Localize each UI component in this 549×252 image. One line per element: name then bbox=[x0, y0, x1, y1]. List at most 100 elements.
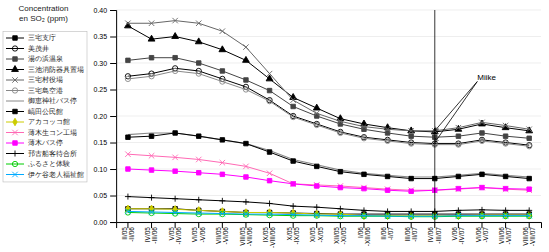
tick-label: 0.30 bbox=[94, 60, 108, 67]
tick-label-line: X/05 bbox=[286, 227, 293, 241]
point bbox=[149, 168, 153, 172]
legend-marker bbox=[12, 172, 17, 177]
point bbox=[409, 214, 414, 219]
grid-line bbox=[116, 36, 541, 37]
tick-label-line: XI/05 bbox=[309, 227, 316, 243]
point bbox=[149, 74, 154, 79]
legend-label: 三宅支庁 bbox=[28, 34, 56, 41]
legend-marker bbox=[13, 109, 17, 113]
point bbox=[313, 104, 320, 110]
legend-item: 湯の浜温泉 bbox=[6, 55, 63, 63]
chart-container: II/05-II/06IV/05-III/06V/05-IV/06VI/05-V… bbox=[0, 0, 549, 252]
tick: VII/06-VI/07 bbox=[498, 222, 512, 244]
tick-label: 0.15 bbox=[94, 139, 108, 146]
tick-label-line: V/05 bbox=[168, 227, 175, 241]
point bbox=[220, 172, 224, 176]
point bbox=[361, 136, 366, 141]
point bbox=[480, 172, 484, 176]
legend-item: 伊ケ谷老人福祉館 bbox=[6, 171, 84, 179]
legend-item: 三宅村役場 bbox=[6, 76, 63, 84]
point bbox=[526, 213, 531, 218]
point bbox=[197, 61, 201, 65]
tick-label: VII/05-VI/06 bbox=[215, 227, 229, 245]
tick-label-line: VI/05 bbox=[191, 227, 198, 243]
point bbox=[315, 164, 319, 168]
legend-line bbox=[6, 101, 24, 102]
tick-label-line: -IV/07 bbox=[458, 227, 465, 245]
tick-mark bbox=[110, 37, 116, 38]
point bbox=[149, 153, 154, 158]
tick-mark bbox=[110, 116, 116, 117]
point bbox=[196, 197, 202, 203]
tick-label-line: -XI/05 bbox=[340, 227, 347, 245]
tick: VI/05-V/06 bbox=[191, 222, 205, 243]
tick-label-line: -II/07 bbox=[411, 227, 418, 242]
tick-label-line: -III/06 bbox=[151, 227, 158, 244]
point bbox=[456, 142, 461, 147]
series-line bbox=[128, 197, 529, 212]
point bbox=[125, 151, 130, 156]
series-line bbox=[128, 68, 529, 145]
point bbox=[338, 119, 343, 124]
point bbox=[385, 138, 390, 143]
point bbox=[503, 213, 508, 218]
legend-marker bbox=[12, 88, 17, 93]
point bbox=[149, 134, 153, 138]
point bbox=[314, 122, 319, 127]
grid-line bbox=[116, 63, 541, 64]
point bbox=[526, 207, 532, 213]
point bbox=[314, 204, 320, 210]
tick-label-line: -V/06 bbox=[199, 227, 206, 243]
tick-mark bbox=[110, 196, 116, 197]
plot-area bbox=[125, 18, 533, 220]
tick-mark bbox=[110, 63, 116, 64]
point bbox=[527, 214, 532, 219]
tick-label-line: -II/06 bbox=[128, 227, 135, 242]
point bbox=[456, 174, 460, 178]
point bbox=[314, 111, 319, 116]
point bbox=[267, 99, 272, 104]
tick-label: 0.40 bbox=[94, 7, 108, 14]
legend-label: 湯の浜温泉 bbox=[28, 55, 63, 63]
series bbox=[125, 18, 532, 134]
series-line bbox=[128, 21, 529, 131]
point bbox=[527, 187, 531, 191]
point bbox=[408, 128, 413, 133]
point bbox=[338, 185, 342, 189]
series bbox=[128, 133, 529, 177]
point bbox=[243, 211, 248, 216]
point bbox=[267, 212, 272, 217]
point bbox=[408, 127, 415, 133]
point bbox=[291, 182, 295, 186]
tick: V/05-IV/06 bbox=[168, 222, 182, 244]
point bbox=[290, 94, 297, 100]
tick: VII/05-VI/06 bbox=[215, 222, 229, 244]
point bbox=[220, 160, 225, 165]
tick: V/06-IV/07 bbox=[451, 222, 465, 244]
legend-label: 嵪田公民館 bbox=[28, 108, 63, 115]
point bbox=[480, 185, 484, 189]
tick-mark bbox=[110, 169, 116, 170]
legend-label: 薄木生コン工場 bbox=[28, 129, 77, 137]
y-axis: 0.000.050.100.150.200.250.300.350.40 bbox=[94, 7, 117, 226]
tick-label: V/06-IV/07 bbox=[451, 227, 465, 245]
point bbox=[243, 87, 248, 92]
point bbox=[172, 196, 178, 202]
point bbox=[126, 58, 130, 62]
tick-label: II/06-I/07 bbox=[380, 227, 394, 240]
series-line bbox=[128, 133, 529, 177]
tick-label: V/05-IV/06 bbox=[168, 227, 182, 245]
point bbox=[243, 164, 248, 169]
tick-label-line: I/06 bbox=[357, 227, 364, 238]
legend-marker bbox=[13, 118, 17, 125]
tick-label-line: IV/06 bbox=[427, 227, 434, 243]
point bbox=[125, 210, 130, 215]
legend-marker bbox=[12, 46, 17, 51]
point bbox=[526, 127, 531, 132]
legend-marker bbox=[12, 66, 19, 72]
legend-marker bbox=[13, 36, 17, 40]
point bbox=[172, 210, 177, 215]
tick: 0.20 bbox=[94, 113, 117, 120]
legend-label: 邘古船客待合所 bbox=[28, 150, 77, 157]
point bbox=[267, 211, 272, 216]
